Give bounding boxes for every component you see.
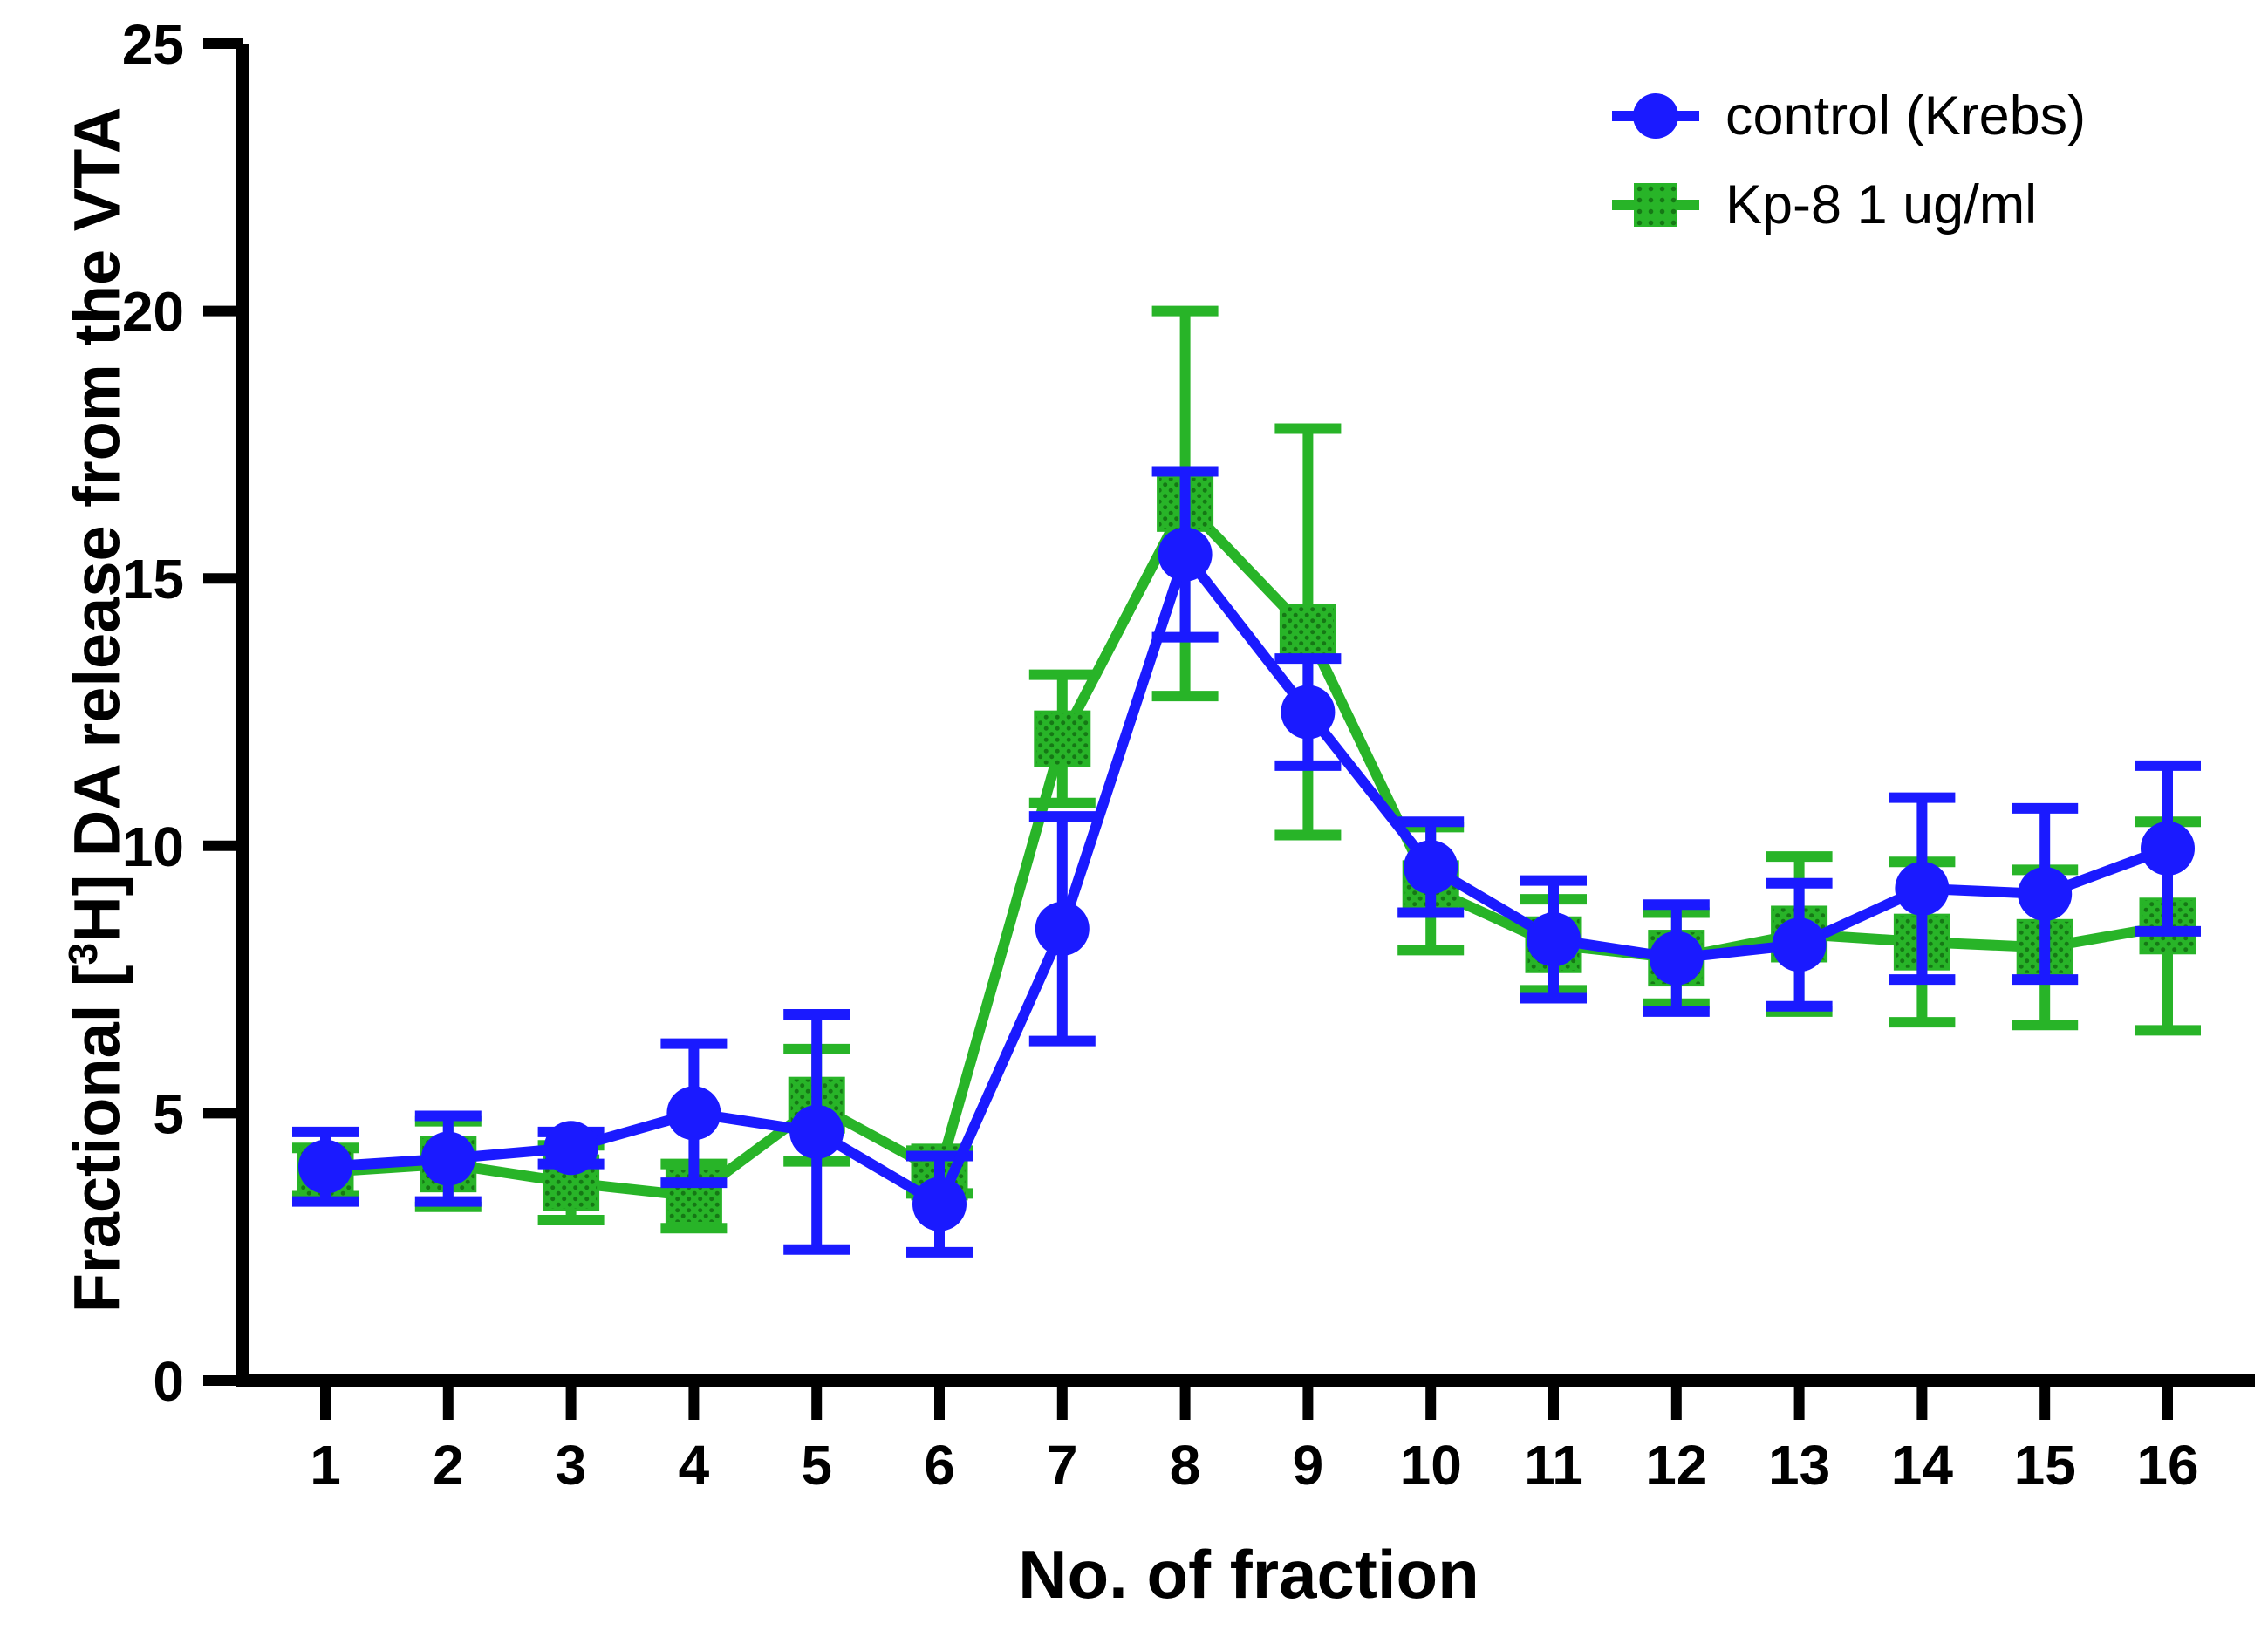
y-tick-label-25: 25 [122, 13, 184, 76]
series-control-line [324, 549, 2170, 1210]
y-tick-label-5: 5 [153, 1082, 184, 1145]
x-tick-label-7: 7 [1047, 1434, 1078, 1497]
data-point-control-14 [1895, 861, 1950, 916]
legend-label-kp8: Kp-8 1 ug/ml [1725, 174, 2038, 235]
legend: control (Krebs) Kp-8 1 ug/ml [1612, 72, 2086, 249]
data-point-control-4 [666, 1086, 721, 1141]
data-point-control-5 [789, 1104, 844, 1159]
x-tick-label-2: 2 [433, 1434, 464, 1497]
x-tick-label-5: 5 [801, 1434, 832, 1497]
y-tick-label-15: 15 [122, 548, 184, 610]
y-tick-label-20: 20 [122, 281, 184, 344]
y-axis-title-suffix: H] DA release from the VTA [60, 106, 133, 943]
x-tick-label-4: 4 [679, 1434, 710, 1497]
data-point-control-2 [420, 1131, 475, 1186]
series-kp8-error-bars [292, 305, 2201, 1234]
legend-item-kp8: Kp-8 1 ug/ml [1612, 160, 2086, 249]
data-point-control-9 [1281, 685, 1336, 740]
legend-item-control: control (Krebs) [1612, 72, 2086, 160]
series-kp8 [292, 305, 2201, 1234]
legend-label-control: control (Krebs) [1725, 85, 2087, 147]
y-tick-label-0: 0 [153, 1350, 184, 1413]
data-point-control-11 [1527, 912, 1581, 967]
data-point-control-8 [1158, 527, 1213, 582]
x-tick-label-13: 13 [1768, 1434, 1830, 1497]
data-point-control-12 [1649, 931, 1704, 986]
series-kp8-line [324, 498, 2169, 1202]
y-tick-label-10: 10 [122, 815, 184, 878]
data-point-control-10 [1404, 840, 1458, 895]
data-point-control-16 [2141, 821, 2195, 876]
x-tick-label-11: 11 [1524, 1434, 1583, 1497]
x-axis-title: No. of fraction [1018, 1536, 1479, 1613]
x-tick-label-9: 9 [1293, 1434, 1324, 1497]
x-tick-label-14: 14 [1891, 1434, 1954, 1497]
data-point-control-3 [543, 1121, 598, 1176]
series-control-markers [298, 527, 2195, 1231]
control-circle-icon [1633, 93, 1678, 139]
data-point-control-1 [298, 1139, 352, 1194]
kp8-series-marker-icon [1612, 160, 1699, 249]
tick-marks [203, 38, 2173, 1420]
kp8-square-icon [1634, 183, 1677, 227]
control-series-marker-icon [1612, 72, 1699, 160]
data-point-control-15 [2018, 866, 2073, 921]
x-tick-label-8: 8 [1170, 1434, 1201, 1497]
x-tick-label-10: 10 [1400, 1434, 1462, 1497]
series-control [292, 466, 2201, 1258]
x-tick-label-3: 3 [556, 1434, 587, 1497]
data-point-control-13 [1772, 917, 1827, 972]
data-point-control-7 [1035, 901, 1090, 956]
data-point-control-6 [912, 1177, 967, 1231]
x-tick-label-6: 6 [924, 1434, 955, 1497]
x-tick-label-16: 16 [2136, 1434, 2198, 1497]
y-axis-title-superscript: 3 [60, 942, 106, 965]
x-tick-label-15: 15 [2014, 1434, 2076, 1497]
x-tick-label-1: 1 [310, 1434, 341, 1497]
y-axis-title: Fractional [3H] DA release from the VTA [41, 0, 133, 1451]
data-point-kp8-9 [1279, 604, 1336, 661]
x-tick-label-12: 12 [1645, 1434, 1707, 1497]
series-kp8-markers [297, 474, 2196, 1224]
y-axis-title-prefix: Fractional [ [60, 965, 133, 1313]
data-point-kp8-7 [1034, 710, 1091, 767]
